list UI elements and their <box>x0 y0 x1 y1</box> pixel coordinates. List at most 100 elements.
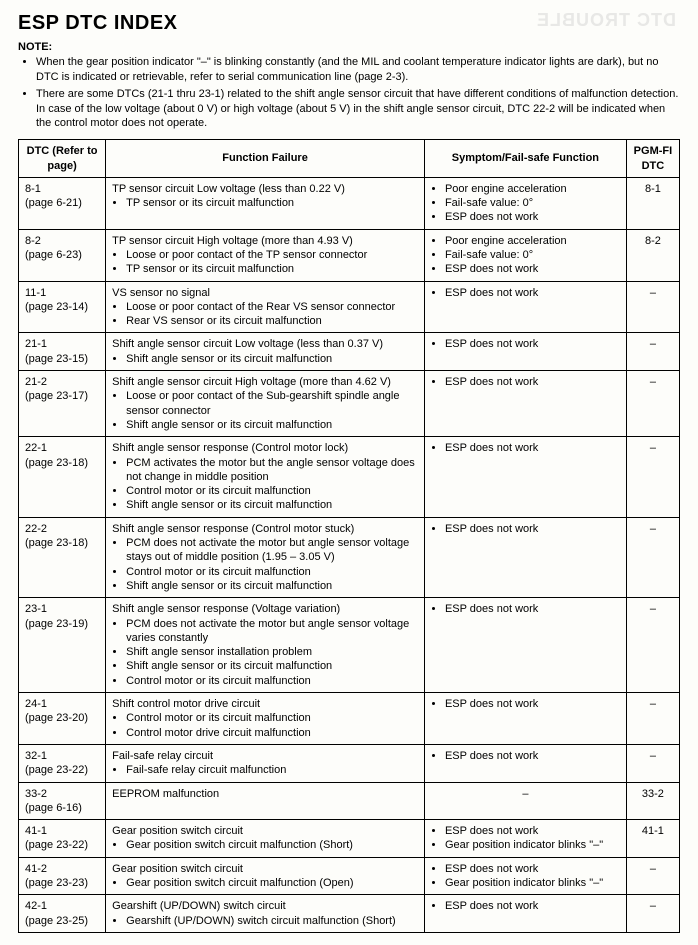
notes-list: When the gear position indicator "–" is … <box>18 55 680 131</box>
func-bullet: Shift angle sensor or its circuit malfun… <box>126 579 418 593</box>
dtc-code: 8-2 <box>25 235 41 247</box>
func-bullet-list: PCM does not activate the motor but angl… <box>112 617 418 688</box>
cell-pgm-fi-dtc: 41-1 <box>626 820 679 858</box>
func-bullet-list: Loose or poor contact of the TP sensor c… <box>112 248 418 277</box>
sym-bullet-list: ESP does not work <box>431 286 620 300</box>
sym-bullet: Fail-safe value: 0° <box>445 248 620 262</box>
sym-bullet: ESP does not work <box>445 899 620 913</box>
cell-dtc: 11-1(page 23-14) <box>19 281 106 333</box>
sym-bullet: Gear position indicator blinks "–" <box>445 876 620 890</box>
func-bullet: Control motor or its circuit malfunction <box>126 674 418 688</box>
cell-pgm-fi-dtc: – <box>626 693 679 745</box>
func-bullet: Loose or poor contact of the Rear VS sen… <box>126 300 418 314</box>
func-bullet-list: Shift angle sensor or its circuit malfun… <box>112 352 418 366</box>
cell-dtc: 41-2 (page 23-23) <box>19 857 106 895</box>
func-lead: Shift angle sensor response (Voltage var… <box>112 602 418 616</box>
func-lead: Shift control motor drive circuit <box>112 697 418 711</box>
func-lead: Shift angle sensor circuit Low voltage (… <box>112 337 418 351</box>
sym-bullet-list: ESP does not work <box>431 375 620 389</box>
sym-bullet-list: ESP does not workGear position indicator… <box>431 824 620 853</box>
cell-symptom: ESP does not work <box>424 371 626 437</box>
dtc-code: 42-1 <box>25 900 47 912</box>
sym-bullet-list: ESP does not work <box>431 441 620 455</box>
cell-symptom: ESP does not work <box>424 598 626 693</box>
dtc-page-ref: (page 23-18) <box>25 457 88 469</box>
sym-bullet: ESP does not work <box>445 210 620 224</box>
dtc-code: 8-1 <box>25 183 41 195</box>
func-bullet-list: Control motor or its circuit malfunction… <box>112 711 418 740</box>
note-item: There are some DTCs (21-1 thru 23-1) rel… <box>36 87 680 132</box>
func-bullet: Loose or poor contact of the Sub-gearshi… <box>126 389 418 418</box>
func-lead: Shift angle sensor response (Control mot… <box>112 522 418 536</box>
dtc-code: 41-2 <box>25 863 47 875</box>
table-row: 11-1(page 23-14)VS sensor no signalLoose… <box>19 281 680 333</box>
sym-lead: – <box>431 787 620 801</box>
dtc-page-ref: (page 23-15) <box>25 353 88 365</box>
cell-function-failure: VS sensor no signalLoose or poor contact… <box>106 281 425 333</box>
dtc-page-ref: (page 23-19) <box>25 618 88 630</box>
sym-bullet-list: ESP does not workGear position indicator… <box>431 862 620 891</box>
cell-symptom: ESP does not workGear position indicator… <box>424 857 626 895</box>
cell-symptom: Poor engine accelerationFail-safe value:… <box>424 177 626 229</box>
sym-bullet: ESP does not work <box>445 286 620 300</box>
table-row: 22-2(page 23-18) Shift angle sensor respo… <box>19 517 680 597</box>
cell-dtc: 21-2(page 23-17) <box>19 371 106 437</box>
dtc-page-ref: (page 23-23) <box>25 877 88 889</box>
sym-bullet-list: Poor engine accelerationFail-safe value:… <box>431 234 620 277</box>
func-bullet: Control motor or its circuit malfunction <box>126 711 418 725</box>
note-label: NOTE: <box>18 41 680 53</box>
func-lead: Shift angle sensor response (Control mot… <box>112 441 418 455</box>
func-bullet: Shift angle sensor installation problem <box>126 645 418 659</box>
sym-bullet: Fail-safe value: 0° <box>445 196 620 210</box>
cell-symptom: ESP does not work <box>424 895 626 933</box>
dtc-page-ref: (page 6-21) <box>25 197 82 209</box>
func-bullet: Shift angle sensor or its circuit malfun… <box>126 418 418 432</box>
cell-function-failure: Shift angle sensor circuit Low voltage (… <box>106 333 425 371</box>
dtc-page-ref: (page 23-18) <box>25 537 88 549</box>
dtc-page-ref: (page 23-17) <box>25 390 88 402</box>
cell-function-failure: Shift angle sensor circuit High voltage … <box>106 371 425 437</box>
table-header-row: DTC (Refer to page) Function Failure Sym… <box>19 140 680 178</box>
ghost-text: DTC TROUBLE <box>536 10 676 31</box>
cell-function-failure: TP sensor circuit Low voltage (less than… <box>106 177 425 229</box>
cell-dtc: 22-2(page 23-18) <box>19 517 106 597</box>
func-bullet: TP sensor or its circuit malfunction <box>126 196 418 210</box>
cell-pgm-fi-dtc: 33-2 <box>626 782 679 820</box>
sym-bullet: ESP does not work <box>445 697 620 711</box>
func-bullet-list: PCM activates the motor but the angle se… <box>112 456 418 513</box>
func-lead: EEPROM malfunction <box>112 787 418 801</box>
sym-bullet: ESP does not work <box>445 522 620 536</box>
sym-bullet: ESP does not work <box>445 262 620 276</box>
table-row: 23-1(page 23-19)Shift angle sensor respo… <box>19 598 680 693</box>
cell-function-failure: Shift angle sensor response (Control mot… <box>106 517 425 597</box>
func-bullet: Control motor drive circuit malfunction <box>126 726 418 740</box>
header-pgm: PGM-FI DTC <box>626 140 679 178</box>
dtc-table: DTC (Refer to page) Function Failure Sym… <box>18 139 680 933</box>
cell-dtc: 41-1(page 23-22) <box>19 820 106 858</box>
cell-dtc: 33-2(page 6-16) <box>19 782 106 820</box>
sym-bullet-list: ESP does not work <box>431 522 620 536</box>
sym-bullet: ESP does not work <box>445 862 620 876</box>
note-item: When the gear position indicator "–" is … <box>36 55 680 85</box>
cell-dtc: 32-1(page 23-22) <box>19 744 106 782</box>
func-bullet: Gear position switch circuit malfunction… <box>126 876 418 890</box>
cell-pgm-fi-dtc: – <box>626 333 679 371</box>
func-lead: Gear position switch circuit <box>112 824 418 838</box>
table-row: 41-2 (page 23-23) Gear position switch cir… <box>19 857 680 895</box>
sym-bullet-list: ESP does not work <box>431 899 620 913</box>
cell-pgm-fi-dtc: – <box>626 895 679 933</box>
cell-dtc: 8-1 (page 6-21) <box>19 177 106 229</box>
sym-bullet: ESP does not work <box>445 337 620 351</box>
sym-bullet-list: ESP does not work <box>431 602 620 616</box>
func-lead: Gearshift (UP/DOWN) switch circuit <box>112 899 418 913</box>
sym-bullet: ESP does not work <box>445 375 620 389</box>
header-dtc: DTC (Refer to page) <box>19 140 106 178</box>
cell-dtc: 22-1(page 23-18) <box>19 437 106 517</box>
func-bullet: PCM activates the motor but the angle se… <box>126 456 418 485</box>
cell-pgm-fi-dtc: – <box>626 281 679 333</box>
func-bullet: Shift angle sensor or its circuit malfun… <box>126 352 418 366</box>
sym-bullet: ESP does not work <box>445 441 620 455</box>
sym-bullet-list: ESP does not work <box>431 697 620 711</box>
cell-pgm-fi-dtc: – <box>626 857 679 895</box>
table-row: 22-1(page 23-18) Shift angle sensor respo… <box>19 437 680 517</box>
